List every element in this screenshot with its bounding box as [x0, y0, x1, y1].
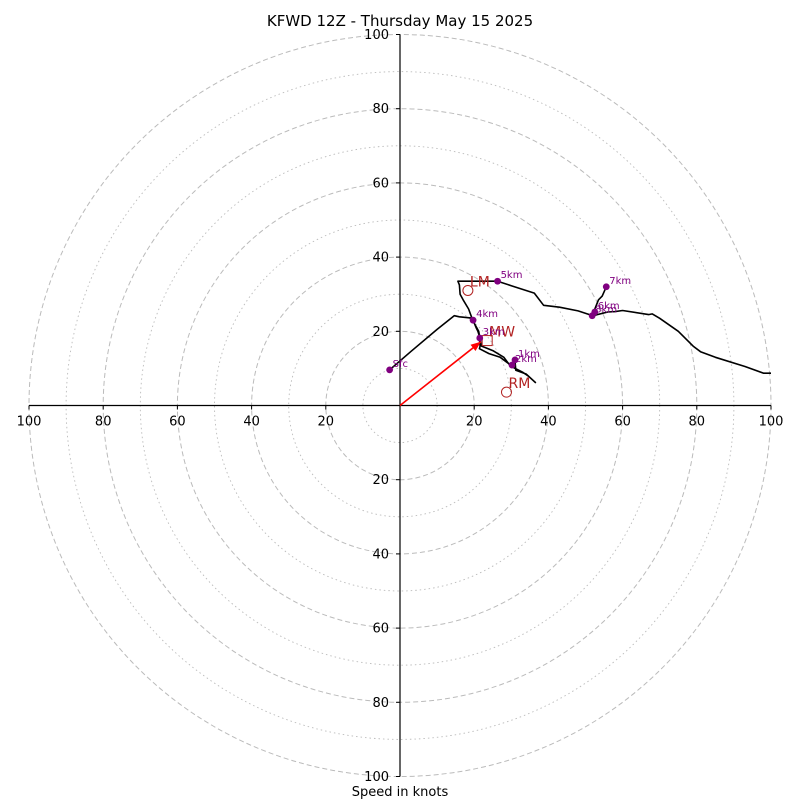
height-marker-label: 7km	[609, 276, 631, 287]
y-tick-label: 100	[364, 28, 389, 43]
mean-wind-shaft	[399, 341, 482, 407]
y-tick-label: 40	[372, 251, 389, 266]
height-marker-label: 2km	[515, 354, 537, 365]
height-marker	[508, 361, 516, 369]
x-tick-label: 80	[689, 415, 706, 430]
x-tick-label: 80	[95, 415, 112, 430]
height-marker-label: 6km	[598, 301, 620, 312]
height-marker	[511, 356, 519, 364]
x-tick-label: 40	[540, 415, 557, 430]
y-tick-label: 100	[364, 770, 389, 785]
y-tick-label: 60	[372, 622, 389, 637]
x-tick-label: 100	[17, 415, 42, 430]
height-marker-label: 5km	[501, 270, 523, 281]
x-tick-label: 100	[759, 415, 784, 430]
y-tick-label: 20	[372, 325, 389, 340]
height-marker-label: 3km	[483, 327, 505, 338]
height-marker-label: 1km	[518, 349, 540, 360]
height-marker	[602, 283, 610, 291]
height-marker	[588, 312, 596, 320]
y-tick-label: 20	[372, 473, 389, 488]
mean-wind-arrowhead	[470, 341, 481, 351]
storm-motion-label: LM	[470, 274, 490, 290]
storm-motion-marker	[500, 386, 512, 398]
mean-wind-vector	[399, 341, 482, 407]
mean-wind-marker	[481, 335, 493, 347]
x-tick-label: 20	[466, 415, 483, 430]
height-marker	[469, 316, 477, 324]
y-tick-label: 80	[372, 102, 389, 117]
height-marker	[386, 366, 394, 374]
y-tick-label: 40	[372, 547, 389, 562]
hodograph-trace	[389, 280, 771, 384]
height-marker-label: Sfc	[393, 359, 408, 370]
height-marker	[476, 334, 484, 342]
x-axis-label: Speed in knots	[352, 785, 449, 800]
tick-labels: 100 80 60 40 20 20 40 60 80 100 100 80 60 40 20 20 40 60 8…	[17, 28, 784, 785]
x-tick-label: 20	[318, 415, 335, 430]
y-tick-label: 60	[372, 176, 389, 191]
storm-motion-label: MW	[489, 325, 515, 341]
storm-motion-label: RM	[508, 376, 530, 392]
height-marker-label: 8km	[595, 305, 617, 316]
chart-title: KFWD 12Z - Thursday May 15 2025	[267, 12, 533, 30]
x-tick-label: 60	[169, 415, 186, 430]
storm-motion-marker	[462, 284, 474, 296]
storm-motion-markers: LM RM MW	[462, 274, 530, 398]
x-tick-label: 40	[243, 415, 260, 430]
x-tick-label: 60	[614, 415, 631, 430]
y-tick-label: 80	[372, 696, 389, 711]
height-marker	[494, 277, 501, 285]
height-marker-label: 4km	[476, 309, 498, 320]
hodograph-lines	[389, 280, 771, 384]
